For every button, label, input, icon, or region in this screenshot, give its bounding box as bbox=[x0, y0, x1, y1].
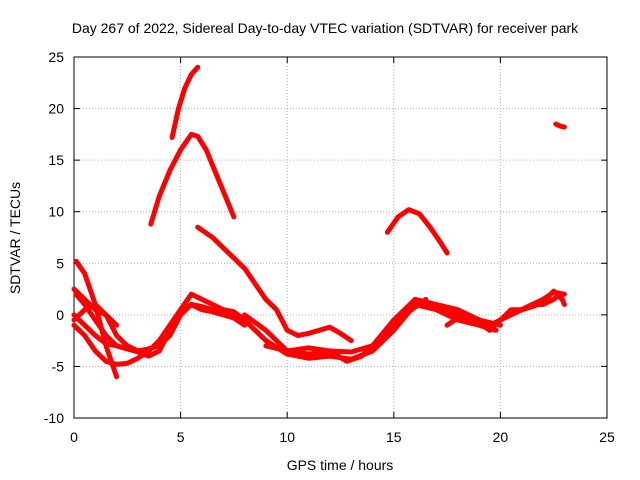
y-tick-labels: -10 -5 0 5 10 15 20 25 bbox=[44, 49, 64, 426]
y-tick-label: 5 bbox=[56, 255, 64, 271]
y-tick-label: 10 bbox=[48, 204, 64, 220]
y-tick-label: 0 bbox=[56, 307, 64, 323]
y-tick-label: 20 bbox=[48, 101, 64, 117]
x-tick-label: 0 bbox=[70, 429, 78, 445]
y-tick-label: 25 bbox=[48, 49, 64, 65]
x-tick-labels: 0 5 10 15 20 25 bbox=[70, 429, 615, 445]
y-tick-label: -5 bbox=[52, 358, 65, 374]
series-arc-l bbox=[263, 296, 429, 364]
series-arc-g bbox=[148, 131, 237, 227]
series-arc-f bbox=[71, 302, 141, 354]
x-tick-label: 15 bbox=[386, 429, 402, 445]
y-axis-label: SDTVAR / TECUs bbox=[7, 182, 23, 294]
series-arc-o bbox=[444, 288, 565, 328]
series-arc-m bbox=[384, 207, 450, 256]
series-arc-p bbox=[519, 291, 567, 313]
series-arc-e bbox=[71, 302, 248, 367]
series-arc-d bbox=[71, 291, 248, 359]
series-arc-h bbox=[169, 64, 201, 140]
grid bbox=[74, 57, 607, 418]
y-tick-label: 15 bbox=[48, 152, 64, 168]
x-tick-label: 5 bbox=[177, 429, 185, 445]
series bbox=[71, 64, 567, 380]
x-tick-label: 20 bbox=[493, 429, 509, 445]
series-arc-i bbox=[195, 224, 354, 344]
series-arc-q bbox=[553, 121, 567, 130]
x-tick-label: 25 bbox=[599, 429, 615, 445]
x-tick-label: 10 bbox=[279, 429, 295, 445]
ticks bbox=[73, 56, 608, 419]
chart-title: Day 267 of 2022, Sidereal Day-to-day VTE… bbox=[72, 20, 579, 36]
y-tick-label: -10 bbox=[44, 410, 64, 426]
plot-frame bbox=[73, 56, 608, 419]
x-axis-label: GPS time / hours bbox=[287, 457, 394, 473]
